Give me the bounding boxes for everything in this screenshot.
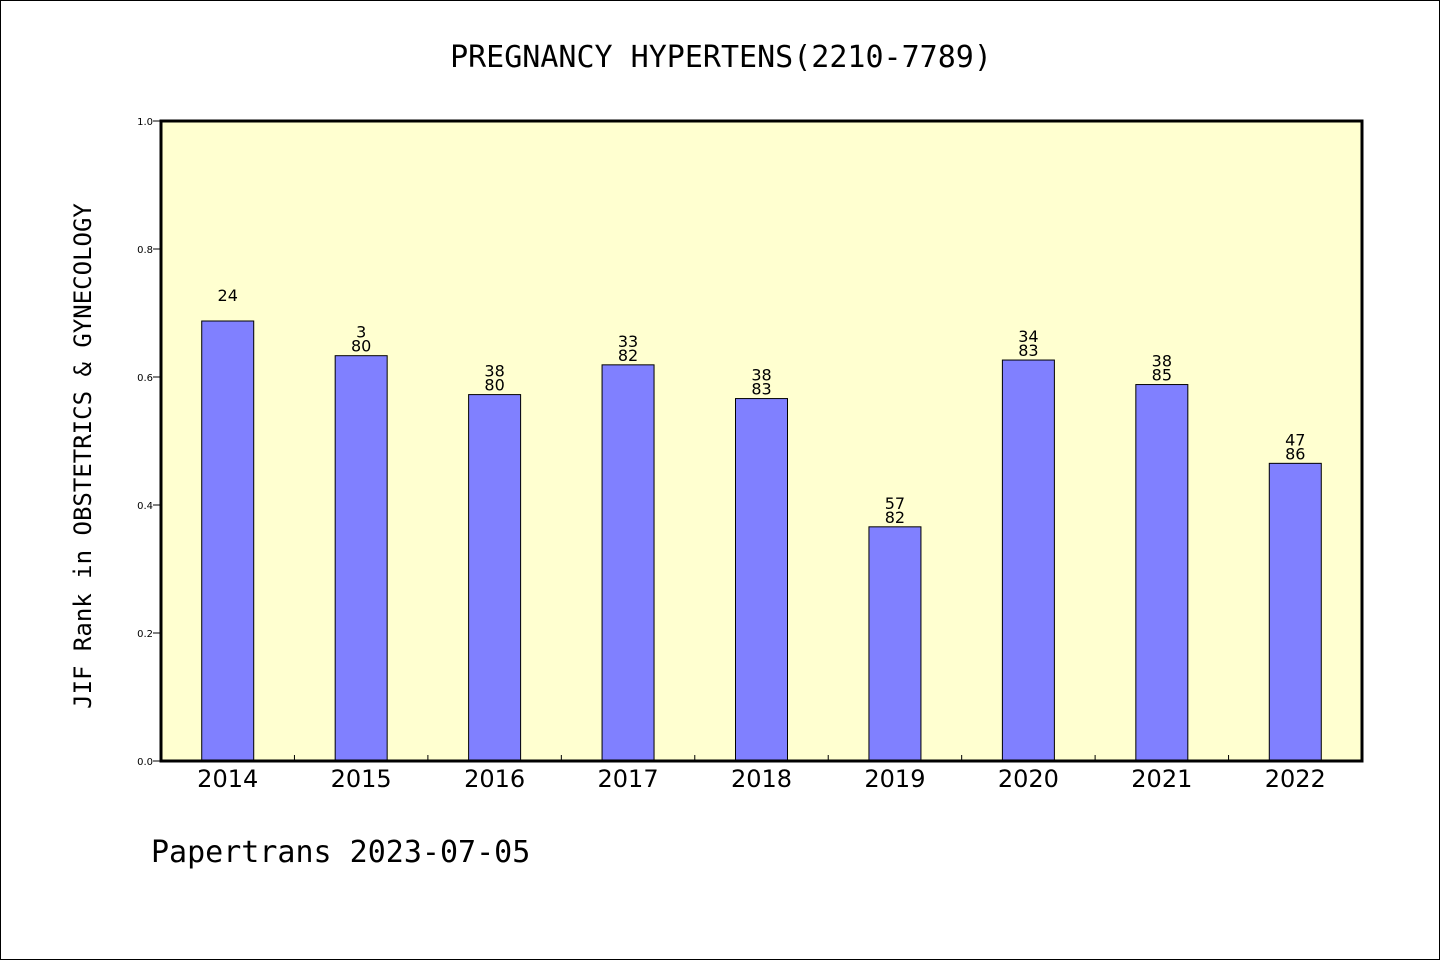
chart-title: PREGNANCY HYPERTENS(2210-7789) xyxy=(450,40,992,75)
plot-area: 0.00.20.40.60.81.02420143802015388020163… xyxy=(137,117,1364,793)
bar-label-2015-0: 3 xyxy=(356,323,366,342)
bar-label-2019-0: 57 xyxy=(885,494,905,513)
bar-2018 xyxy=(735,398,788,762)
bar-label-2015-1: 80 xyxy=(351,337,371,356)
bar-label-2018-0: 38 xyxy=(751,366,771,385)
y-tick-label-3: 0.6 xyxy=(137,373,153,384)
x-tick-label-2015: 2015 xyxy=(331,765,392,793)
bar-label-2022-0: 47 xyxy=(1285,430,1305,449)
x-tick-label-2014: 2014 xyxy=(197,765,258,793)
x-tick-label-2018: 2018 xyxy=(731,765,792,793)
bar-2020 xyxy=(1001,359,1055,762)
bar-2016 xyxy=(468,394,522,762)
x-tick-label-2022: 2022 xyxy=(1265,765,1326,793)
bar-label-2017-1: 82 xyxy=(618,346,638,365)
y-tick-label-1: 0.2 xyxy=(137,629,153,640)
x-tick-label-2019: 2019 xyxy=(864,765,925,793)
bar-label-2019-1: 82 xyxy=(885,508,905,527)
footer-credit: Papertrans 2023-07-05 xyxy=(151,835,531,870)
bar-2015 xyxy=(334,355,388,762)
bar-label-2020-1: 83 xyxy=(1018,341,1038,360)
bar-label-2018-1: 83 xyxy=(751,380,771,399)
x-tick-label-2016: 2016 xyxy=(464,765,525,793)
bar-label-2017-0: 33 xyxy=(618,332,638,351)
bar-label-2014: 24 xyxy=(218,286,238,305)
bar-label-2016-1: 80 xyxy=(484,376,504,395)
y-tick-label-4: 0.8 xyxy=(137,245,153,256)
bar-2022 xyxy=(1268,462,1322,762)
plot-border xyxy=(159,119,1364,763)
bar-2014 xyxy=(201,320,255,762)
bar-label-2021-0: 38 xyxy=(1152,352,1172,371)
bar-2017 xyxy=(601,364,655,762)
bar-label-2021-1: 85 xyxy=(1152,366,1172,385)
x-tick-label-2020: 2020 xyxy=(998,765,1059,793)
x-tick-label-2021: 2021 xyxy=(1131,765,1192,793)
y-axis-label: JIF Rank in OBSTETRICS & GYNECOLOGY xyxy=(69,203,97,709)
y-tick-label-5: 1.0 xyxy=(137,117,153,128)
bar-2019 xyxy=(868,526,922,762)
bar-label-2020-0: 34 xyxy=(1018,327,1038,346)
y-tick-label-0: 0.0 xyxy=(137,757,153,768)
bar-label-2016-0: 38 xyxy=(484,362,504,381)
x-tick-label-2017: 2017 xyxy=(598,765,659,793)
bar-2021 xyxy=(1135,384,1189,762)
bar-label-2022-1: 86 xyxy=(1285,444,1305,463)
y-tick-label-2: 0.4 xyxy=(137,501,153,512)
